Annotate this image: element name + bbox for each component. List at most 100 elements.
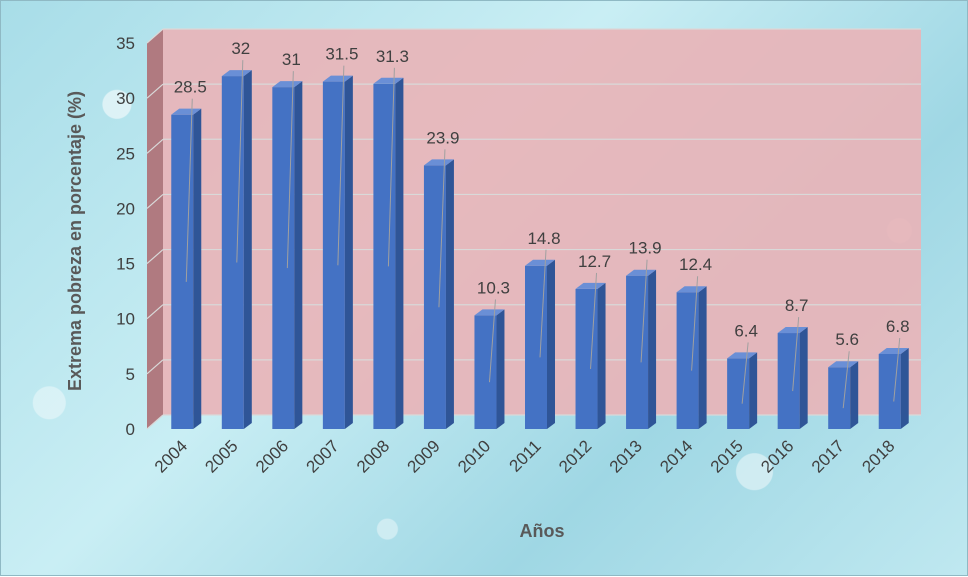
bar-side — [850, 361, 859, 429]
leader-line — [893, 337, 901, 402]
bar-top — [423, 159, 454, 166]
gridline-depth — [146, 193, 164, 209]
x-tick-label: 2011 — [506, 436, 545, 475]
bar-side — [445, 159, 454, 429]
y-tick-label: 0 — [126, 420, 135, 439]
bar — [878, 354, 901, 429]
bar-side — [243, 70, 252, 429]
gridline-depth — [146, 138, 164, 154]
bar — [626, 275, 649, 429]
x-tick-label: 2013 — [606, 436, 646, 476]
leader-line — [640, 259, 648, 363]
leader-line — [337, 65, 345, 266]
bar-side — [344, 75, 353, 429]
bar-top — [727, 352, 758, 359]
x-tick-label: 2018 — [858, 436, 898, 476]
x-tick-label: 2014 — [656, 436, 696, 476]
x-tick-label: 2016 — [757, 436, 797, 476]
bar — [676, 292, 699, 429]
bar-side — [496, 309, 505, 429]
x-axis-title: Años — [520, 521, 565, 541]
bar-top — [373, 77, 404, 84]
bar-top — [474, 309, 505, 316]
data-label: 10.3 — [477, 278, 510, 297]
x-tick-label: 2015 — [707, 436, 747, 476]
leader-line — [842, 351, 850, 409]
leader-line — [488, 299, 496, 383]
bar — [171, 114, 194, 429]
bar-top — [322, 75, 353, 82]
y-tick-label: 25 — [116, 144, 135, 163]
x-tick-label: 2004 — [151, 436, 191, 476]
y-tick-label: 30 — [116, 89, 135, 108]
bar-top — [525, 259, 555, 266]
bar-top — [221, 70, 252, 77]
x-tick-label: 2017 — [808, 436, 848, 476]
leader-line — [438, 149, 446, 308]
bar — [272, 87, 295, 429]
leader-line — [185, 98, 193, 282]
plot-side-wall — [147, 29, 163, 429]
bar — [828, 367, 851, 429]
leader-line — [387, 67, 395, 267]
bar-side — [395, 77, 404, 429]
bar-side — [749, 352, 758, 429]
bar-side — [799, 327, 808, 429]
bar-top — [828, 361, 859, 368]
gridline-depth — [146, 359, 164, 375]
y-tick-label: 15 — [116, 255, 135, 274]
data-labels: 28.5 32 31 31.5 31.3 23.9 10.3 14.8 12.7 13.9 12.4… — [174, 39, 910, 349]
leader-line — [590, 272, 598, 369]
data-label: 13.9 — [629, 239, 662, 258]
bar — [727, 358, 750, 429]
bar — [575, 288, 598, 429]
x-tick-label: 2012 — [555, 436, 595, 476]
x-tick-label: 2006 — [252, 436, 292, 476]
bar-top — [272, 81, 303, 88]
leader-line — [539, 249, 547, 358]
gridline-depth — [146, 414, 164, 430]
data-label: 31.3 — [376, 47, 409, 66]
data-label: 5.6 — [835, 330, 859, 349]
bar — [525, 265, 547, 429]
bar-top — [676, 286, 707, 293]
bar-top — [575, 282, 606, 289]
x-tick-label: 2005 — [201, 436, 241, 476]
y-axis-ticks: 0 5 10 15 20 25 30 35 — [116, 34, 135, 439]
bar-top — [171, 108, 202, 115]
bar — [423, 165, 446, 429]
bar-side — [547, 259, 555, 429]
bar — [221, 76, 244, 429]
leader-lines — [185, 60, 901, 409]
data-label: 32 — [231, 39, 250, 58]
bar — [322, 81, 345, 429]
data-label: 8.7 — [785, 296, 809, 315]
gridline-depth — [146, 83, 164, 99]
bar-side — [698, 286, 707, 429]
y-tick-label: 35 — [116, 34, 135, 53]
leader-line — [286, 71, 294, 269]
y-tick-label: 20 — [116, 199, 135, 218]
bar-top — [626, 269, 657, 276]
bar — [777, 333, 800, 429]
data-label: 12.4 — [679, 255, 712, 274]
data-label: 14.8 — [527, 229, 560, 248]
bar-top — [878, 348, 909, 355]
x-tick-label: 2007 — [303, 436, 343, 476]
bar-side — [294, 81, 303, 429]
data-label: 6.4 — [734, 321, 758, 340]
y-tick-label: 5 — [126, 365, 135, 384]
bar-side — [193, 108, 202, 429]
gridline-depth — [146, 28, 164, 44]
data-label: 23.9 — [426, 128, 459, 147]
leader-line — [236, 60, 244, 263]
bar — [474, 315, 497, 429]
bar-top — [777, 327, 808, 334]
gridline-depth — [146, 249, 164, 265]
data-label: 12.7 — [578, 252, 611, 271]
x-tick-label: 2010 — [454, 436, 494, 476]
bar-side — [597, 282, 606, 429]
y-axis-title: Extrema pobreza en porcentaje (%) — [65, 91, 85, 391]
